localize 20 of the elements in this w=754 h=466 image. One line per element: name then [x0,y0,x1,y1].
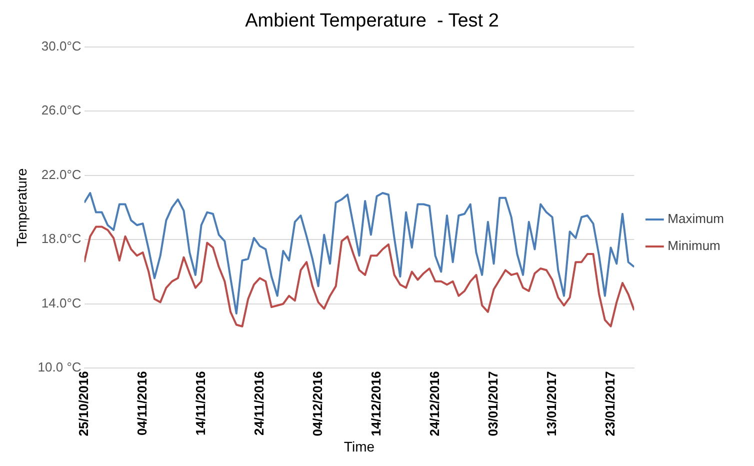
x-tick-label: 25/10/2016 [76,371,91,436]
y-tick-label: 26.0°C [41,102,82,118]
x-tick-label: 14/12/2016 [368,371,384,436]
x-tick-label: 24/12/2016 [426,371,442,436]
x-tick-label: 04/12/2016 [310,371,325,436]
legend-label: Minimum [668,238,720,254]
y-axis-title: Temperature [13,168,30,247]
y-tick-label: 18.0°C [41,231,82,246]
x-tick-label: 24/11/2016 [251,371,266,436]
x-tick-label: 04/11/2016 [134,371,150,436]
x-tick-label: 13/01/2017 [544,371,559,436]
x-tick-label: 03/01/2017 [485,371,500,436]
x-tick-label: 23/01/2017 [602,371,618,436]
y-tick-label: 14.0°C [41,295,82,310]
legend-label: Maximum [668,211,724,226]
x-axis-title: Time [344,438,375,454]
y-tick-label: 30.0°C [41,38,82,54]
chart-title: Ambient Temperature - Test 2 [245,10,499,32]
x-tick-label: 14/11/2016 [192,371,208,436]
y-tick-label: 22.0°C [41,166,82,182]
